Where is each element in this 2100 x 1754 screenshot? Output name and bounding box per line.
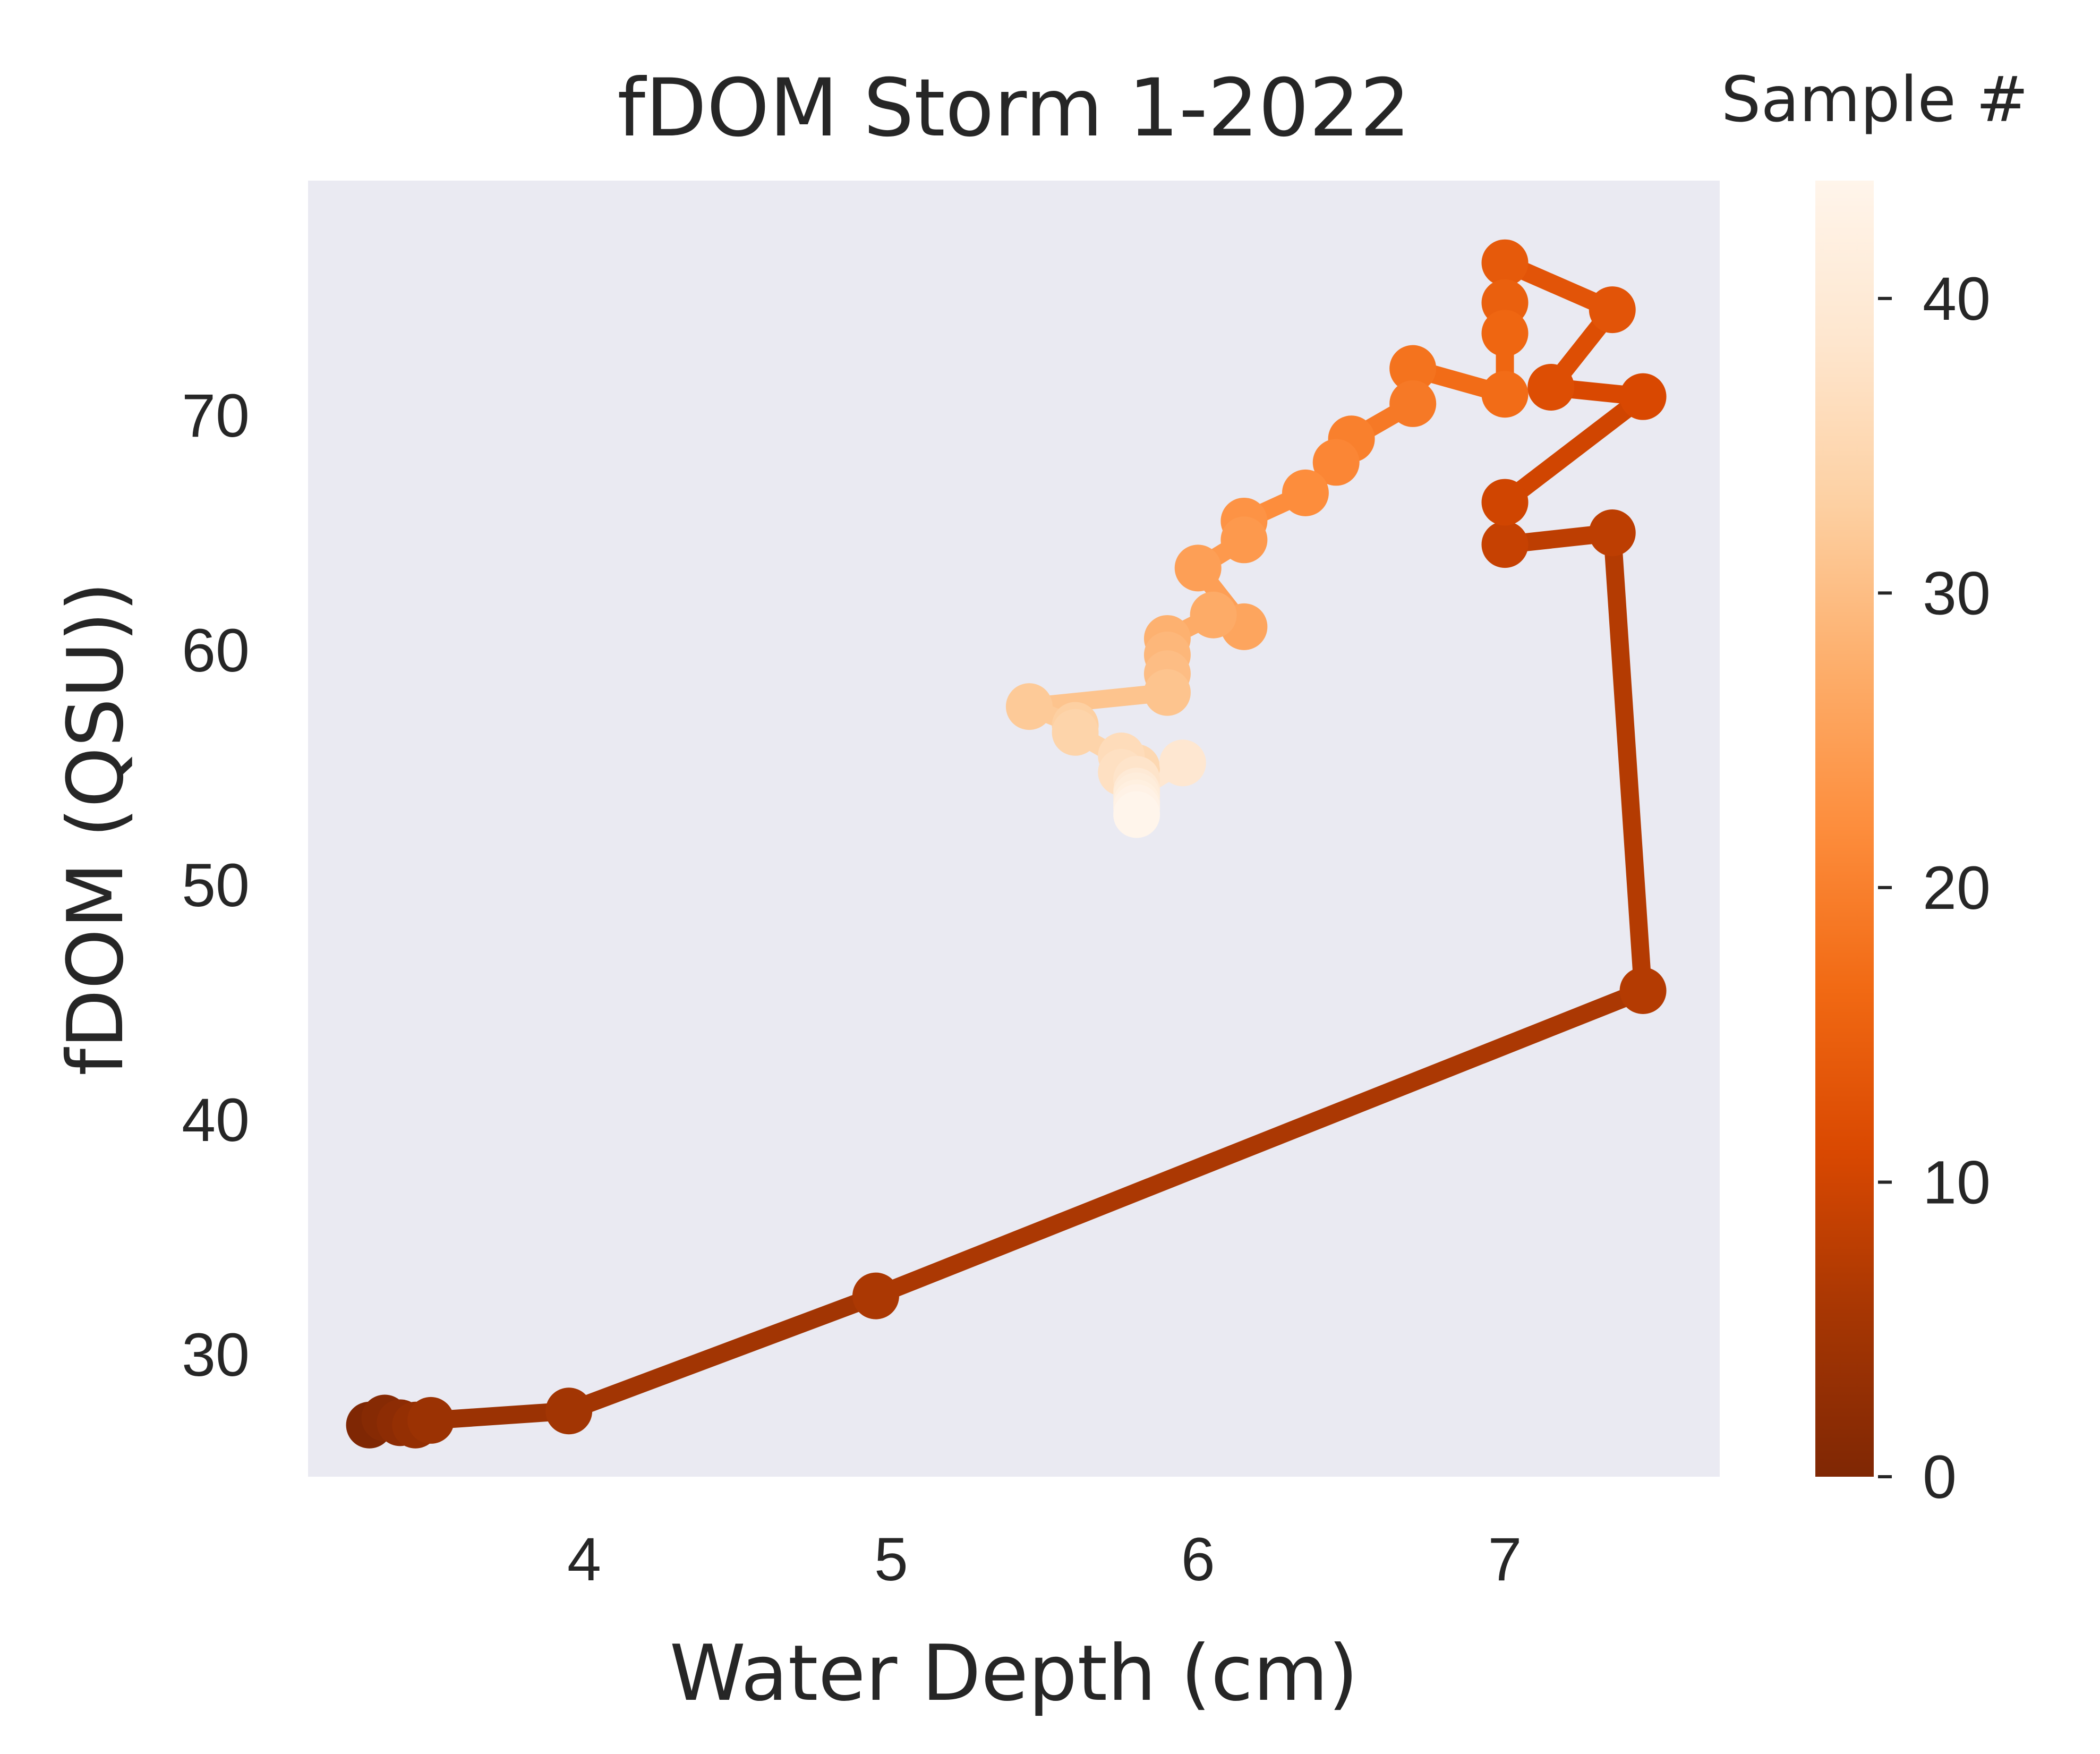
colorbar-ticks: 0 10 20 30 40 <box>1878 265 1991 1511</box>
x-tick-labels: 4 5 6 7 <box>567 1526 1522 1594</box>
data-point <box>1389 345 1437 392</box>
line-segment <box>1496 387 1652 512</box>
line-segment <box>1603 524 1652 1000</box>
x-tick-label: 4 <box>567 1526 601 1594</box>
colorbar-tick-label: 30 <box>1923 559 1991 627</box>
y-tick-label: 30 <box>182 1321 250 1389</box>
data-point <box>1589 509 1636 557</box>
colorbar-tick-label: 20 <box>1923 854 1991 922</box>
data-point <box>1619 373 1667 420</box>
data-point <box>1113 791 1160 838</box>
colorbar-label: Sample # <box>1721 63 2029 136</box>
data-point <box>1481 479 1529 526</box>
data-point <box>1481 371 1529 418</box>
colorbar-tick-label: 0 <box>1923 1443 1957 1511</box>
data-point <box>1005 683 1053 730</box>
data-point <box>852 1272 899 1319</box>
x-tick-label: 5 <box>874 1526 908 1594</box>
data-point <box>1174 544 1222 592</box>
data-point <box>1312 439 1360 486</box>
data-point <box>1052 709 1099 756</box>
data-point <box>1220 516 1268 564</box>
data-point <box>1282 469 1329 516</box>
x-tick-label: 6 <box>1181 1526 1215 1594</box>
data-point <box>1481 521 1529 568</box>
line-segment <box>866 982 1652 1305</box>
y-tick-label: 40 <box>182 1086 250 1154</box>
data-point <box>1159 739 1206 787</box>
data-point <box>1190 591 1237 638</box>
colorbar-tick-label: 40 <box>1923 265 1991 333</box>
y-tick-label: 50 <box>182 852 250 919</box>
series-points <box>346 239 1667 1449</box>
colorbar-tick-label: 10 <box>1923 1148 1991 1216</box>
x-tick-label: 7 <box>1488 1526 1522 1594</box>
data-point <box>1481 239 1529 286</box>
y-tick-label: 70 <box>182 382 250 450</box>
data-point <box>1619 967 1667 1014</box>
y-tick-labels: 30 40 50 60 70 <box>182 382 250 1389</box>
data-point <box>407 1397 455 1444</box>
x-axis-label: Water Depth (cm) <box>670 1629 1359 1718</box>
data-point <box>1481 310 1529 357</box>
chart-title: fDOM Storm 1-2022 <box>617 62 1410 155</box>
data-point <box>1589 286 1636 334</box>
data-point <box>1389 380 1437 427</box>
y-axis-label: fDOM (QSU)) <box>51 582 141 1076</box>
data-point <box>1527 363 1575 411</box>
data-point <box>545 1387 593 1435</box>
data-point <box>1143 669 1191 716</box>
y-tick-label: 60 <box>182 617 250 685</box>
line-segment <box>560 1287 885 1420</box>
colorbar <box>1815 181 1874 1477</box>
